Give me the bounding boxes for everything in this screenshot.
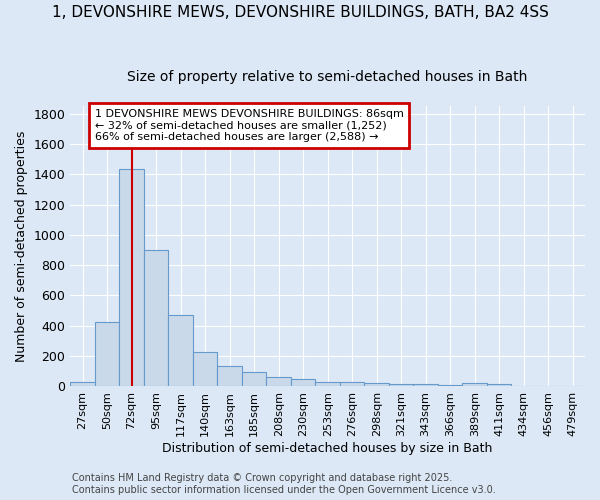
Text: 1, DEVONSHIRE MEWS, DEVONSHIRE BUILDINGS, BATH, BA2 4SS: 1, DEVONSHIRE MEWS, DEVONSHIRE BUILDINGS…: [52, 5, 548, 20]
Bar: [95, 322, 119, 386]
Y-axis label: Number of semi-detached properties: Number of semi-detached properties: [15, 130, 28, 362]
Bar: [119, 169, 144, 386]
Bar: [193, 352, 217, 386]
Bar: [169, 315, 193, 386]
Bar: [316, 382, 340, 386]
Bar: [217, 366, 242, 386]
Bar: [487, 384, 511, 386]
Text: Contains HM Land Registry data © Crown copyright and database right 2025.
Contai: Contains HM Land Registry data © Crown c…: [72, 474, 496, 495]
Text: 1 DEVONSHIRE MEWS DEVONSHIRE BUILDINGS: 86sqm
← 32% of semi-detached houses are : 1 DEVONSHIRE MEWS DEVONSHIRE BUILDINGS: …: [95, 109, 404, 142]
Bar: [144, 250, 169, 386]
Bar: [70, 382, 95, 386]
Bar: [242, 372, 266, 386]
Bar: [389, 384, 413, 386]
Bar: [413, 384, 438, 386]
X-axis label: Distribution of semi-detached houses by size in Bath: Distribution of semi-detached houses by …: [163, 442, 493, 455]
Bar: [463, 384, 487, 386]
Bar: [291, 379, 316, 386]
Bar: [266, 378, 291, 386]
Bar: [364, 384, 389, 386]
Bar: [438, 385, 463, 386]
Title: Size of property relative to semi-detached houses in Bath: Size of property relative to semi-detach…: [127, 70, 528, 84]
Bar: [340, 382, 364, 386]
